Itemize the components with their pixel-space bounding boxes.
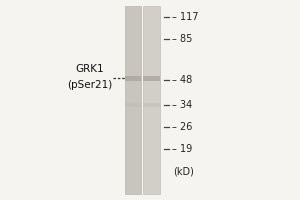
Bar bbox=[124, 75, 141, 80]
Bar bbox=[142, 6, 160, 194]
Text: – 48: – 48 bbox=[172, 75, 192, 85]
Text: – 117: – 117 bbox=[172, 12, 198, 22]
Bar bbox=[124, 103, 141, 107]
Text: – 34: – 34 bbox=[172, 100, 192, 110]
Text: (kD): (kD) bbox=[173, 166, 194, 176]
Text: – 19: – 19 bbox=[172, 144, 192, 154]
Bar bbox=[142, 75, 160, 80]
Text: – 85: – 85 bbox=[172, 34, 192, 44]
Text: (pSer21): (pSer21) bbox=[68, 80, 112, 90]
Text: GRK1: GRK1 bbox=[76, 64, 104, 74]
Bar bbox=[124, 6, 141, 194]
Text: – 26: – 26 bbox=[172, 122, 192, 132]
Bar bbox=[142, 103, 160, 107]
